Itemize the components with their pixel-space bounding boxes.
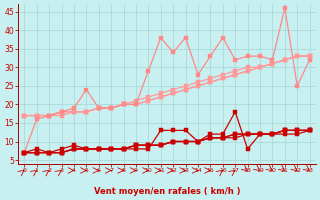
X-axis label: Vent moyen/en rafales ( km/h ): Vent moyen/en rafales ( km/h ) — [94, 187, 240, 196]
